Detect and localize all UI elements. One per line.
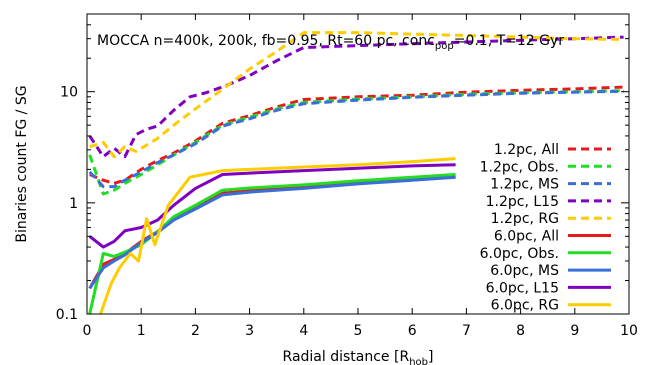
series-line-1-2pc-rg bbox=[89, 31, 624, 159]
series-line-1-2pc-obs bbox=[88, 89, 624, 196]
title-suffix: =0.1, T=12 Gyr bbox=[454, 33, 565, 49]
legend-label-1-2pc-l15: 1.2pc, L15 bbox=[486, 194, 559, 210]
y-tick-label: 10 bbox=[60, 85, 78, 101]
legend-label-1-2pc-all: 1.2pc, All bbox=[494, 142, 559, 158]
x-tick-label: 10 bbox=[620, 323, 638, 339]
title-subscript: pop bbox=[435, 41, 454, 52]
series-line-6-0pc-ms bbox=[88, 175, 456, 290]
y-tick-label: 0.1 bbox=[56, 307, 78, 323]
series-layer bbox=[88, 31, 624, 315]
legend-label-1-2pc-ms: 1.2pc, MS bbox=[490, 177, 559, 193]
x-tick-label: 4 bbox=[299, 323, 308, 339]
series-line-1-2pc-all bbox=[89, 85, 624, 185]
legend-label-1-2pc-rg: 1.2pc, RG bbox=[491, 211, 559, 227]
x-tick-label: 5 bbox=[354, 323, 363, 339]
series-line-1-2pc-l15 bbox=[88, 35, 624, 159]
x-tick-label: 2 bbox=[191, 323, 200, 339]
xlabel-suffix: ] bbox=[428, 349, 433, 365]
x-tick-label: 7 bbox=[462, 323, 471, 339]
x-tick-label: 9 bbox=[570, 323, 579, 339]
x-tick-label: 3 bbox=[245, 323, 254, 339]
series-line-1-2pc-ms bbox=[88, 89, 624, 189]
tick-layer: 0 1 2 3 4 5 6 7 8 9 10 0.1 1 10 bbox=[56, 13, 638, 339]
y-tick-label: 1 bbox=[69, 196, 78, 212]
x-tick-label: 1 bbox=[137, 323, 146, 339]
title-main: MOCCA n=400k, 200k, fb=0.95, Rt=60 pc, c… bbox=[97, 33, 435, 49]
x-tick-label: 6 bbox=[408, 323, 417, 339]
x-tick-label: 8 bbox=[516, 323, 525, 339]
legend-label-6-0pc-obs: 6.0pc, Obs. bbox=[480, 246, 559, 262]
legend-label-6-0pc-rg: 6.0pc, RG bbox=[491, 298, 559, 314]
chart-title: MOCCA n=400k, 200k, fb=0.95, Rt=60 pc, c… bbox=[97, 33, 564, 52]
xlabel-subscript: hob bbox=[409, 357, 428, 365]
xlabel-main: Radial distance [R bbox=[283, 349, 410, 365]
x-tick-label: 0 bbox=[83, 323, 92, 339]
legend-label-6-0pc-ms: 6.0pc, MS bbox=[490, 263, 559, 279]
legend-label-6-0pc-all: 6.0pc, All bbox=[494, 229, 559, 245]
series-line-6-0pc-obs bbox=[88, 173, 456, 315]
x-axis-label: Radial distance [Rhob] bbox=[283, 349, 434, 365]
series-line-6-0pc-rg bbox=[99, 157, 456, 315]
series-line-6-0pc-l15 bbox=[88, 163, 456, 249]
y-axis-label: Binaries count FG / SG bbox=[14, 85, 30, 242]
legend-label-1-2pc-obs: 1.2pc, Obs. bbox=[480, 159, 559, 175]
legend-label-6-0pc-l15: 6.0pc, L15 bbox=[486, 280, 559, 296]
